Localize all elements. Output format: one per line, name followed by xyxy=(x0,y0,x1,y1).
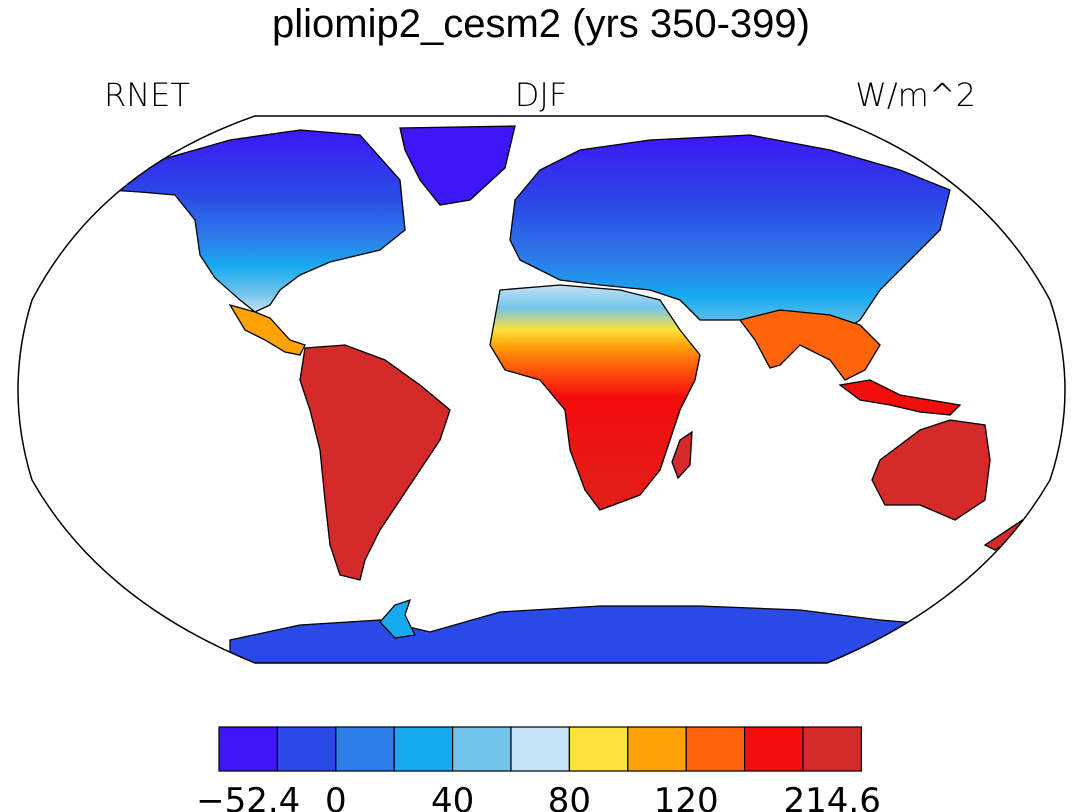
colorbar-swatch xyxy=(802,726,863,772)
antarctica-region xyxy=(229,605,941,663)
colorbar: −52.4 0 40 80 120 214.6 xyxy=(196,726,881,812)
colorbar-tick-label: 40 xyxy=(431,781,474,812)
colorbar-swatch xyxy=(510,726,571,772)
australia-region xyxy=(871,419,991,521)
colorbar-swatch xyxy=(276,726,337,772)
colorbar-swatch xyxy=(218,726,279,772)
colorbar-tick-label: 214.6 xyxy=(784,781,881,812)
africa-region xyxy=(489,284,701,511)
colorbar-swatch xyxy=(743,726,804,772)
colorbar-swatch xyxy=(452,726,512,772)
antarctic-peninsula-region xyxy=(379,598,416,639)
map-title: pliomip2_cesm2 (yrs 350-399) xyxy=(271,2,810,46)
season-label: DJF xyxy=(514,76,568,114)
new-zealand-region xyxy=(983,514,1036,551)
south-asia-region xyxy=(738,309,881,381)
north-america-region xyxy=(107,129,406,313)
globe-outline xyxy=(17,115,1066,664)
central-america-region xyxy=(228,303,306,356)
colorbar-tick-label: 80 xyxy=(548,781,591,812)
colorbar-tick-label: −52.4 xyxy=(196,781,300,812)
colorbar-swatch xyxy=(627,726,687,772)
units-label: W/m^2 xyxy=(855,76,976,114)
south-america-region xyxy=(299,344,451,581)
colorbar-tick-label: 0 xyxy=(325,781,347,812)
colorbar-swatch xyxy=(568,726,629,772)
colorbar-swatch xyxy=(393,726,454,772)
madagascar-region xyxy=(671,430,693,480)
greenland-region xyxy=(399,125,516,206)
variable-label: RNET xyxy=(104,76,190,114)
colorbar-tick-label: 120 xyxy=(654,781,719,812)
indonesia-region xyxy=(838,379,962,416)
colorbar-swatch xyxy=(335,726,395,772)
colorbar-swatch xyxy=(685,726,746,772)
